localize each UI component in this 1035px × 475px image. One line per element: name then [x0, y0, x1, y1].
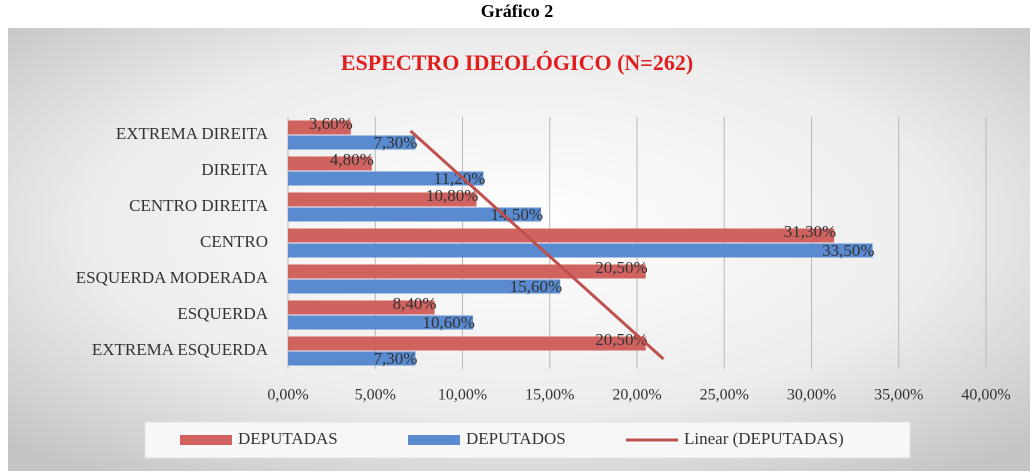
data-label: 11,20%: [434, 169, 486, 188]
y-tick-label: CENTRO: [200, 232, 268, 251]
trendline: [409, 129, 665, 361]
legend-swatch: [408, 435, 460, 445]
data-label: 31,30%: [784, 222, 836, 241]
y-tick-label: EXTREMA DIREITA: [116, 124, 269, 143]
bar: [288, 228, 835, 243]
x-tick-label: 40,00%: [961, 387, 1010, 404]
bar: [288, 135, 416, 150]
x-tick-label: 20,00%: [612, 387, 661, 404]
data-label: 3,60%: [309, 114, 353, 133]
chart-title: ESPECTRO IDEOLÓGICO (N=262): [341, 50, 693, 75]
legend-label: Linear (DEPUTADAS): [684, 429, 844, 448]
x-tick-label: 10,00%: [438, 387, 487, 404]
bar: [288, 171, 484, 186]
data-label: 4,80%: [330, 150, 374, 169]
bar: [288, 315, 473, 330]
legend: [144, 421, 911, 459]
x-tick-label: 30,00%: [787, 387, 836, 404]
bar: [288, 156, 372, 171]
bar: [288, 336, 646, 351]
x-tick-label: 15,00%: [525, 387, 574, 404]
bar: [288, 264, 646, 279]
y-tick-label: ESQUERDA MODERADA: [76, 268, 269, 287]
bar: [288, 207, 542, 222]
bar: [288, 243, 873, 258]
data-label: 20,50%: [595, 258, 647, 277]
bar: [288, 279, 561, 294]
x-tick-label: 25,00%: [700, 387, 749, 404]
y-tick-label: DIREITA: [201, 160, 268, 179]
data-label: 14,50%: [491, 205, 543, 224]
y-tick-label: ESQUERDA: [177, 304, 268, 323]
bar: [288, 300, 435, 315]
bar: [288, 192, 477, 207]
data-label: 7,30%: [373, 133, 417, 152]
x-tick-label: 5,00%: [355, 387, 396, 404]
y-tick-label: EXTREMA ESQUERDA: [92, 340, 269, 359]
y-tick-label: CENTRO DIREITA: [129, 196, 269, 215]
data-label: 33,50%: [822, 241, 874, 260]
legend-label: DEPUTADAS: [238, 429, 338, 448]
bar: [288, 351, 416, 366]
data-label: 10,80%: [426, 186, 478, 205]
bar: [288, 120, 351, 135]
data-label: 15,60%: [510, 277, 562, 296]
header: Gráfico 2: [481, 1, 553, 21]
x-tick-label: 0,00%: [267, 387, 308, 404]
legend-swatch: [180, 435, 232, 445]
data-label: 10,60%: [423, 313, 475, 332]
data-label: 7,30%: [373, 349, 417, 368]
legend-label: DEPUTADOS: [466, 429, 566, 448]
data-label: 8,40%: [393, 294, 437, 313]
x-tick-label: 35,00%: [874, 387, 923, 404]
